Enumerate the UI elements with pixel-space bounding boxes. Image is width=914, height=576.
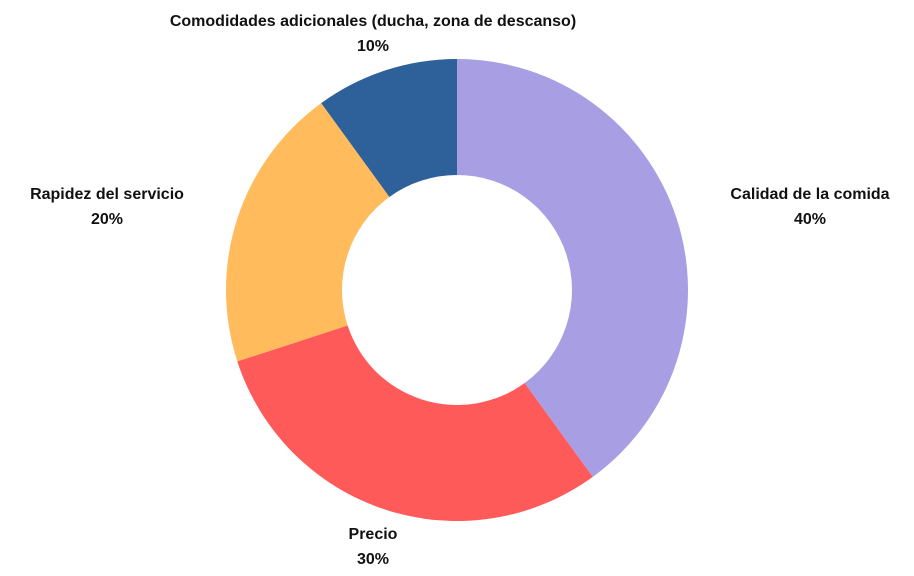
slice-label: Comodidades adicionales (ducha, zona de …: [170, 13, 576, 30]
donut-slice: [457, 59, 688, 477]
slice-label: Rapidez del servicio: [30, 186, 184, 203]
donut-slice: [237, 325, 593, 522]
slice-value-label: 30%: [357, 551, 389, 568]
slice-value-label: 40%: [794, 211, 826, 228]
slice-label: Calidad de la comida: [730, 186, 889, 203]
slice-label: Precio: [349, 526, 398, 543]
donut-slice: [321, 59, 457, 197]
slice-value-label: 10%: [357, 38, 389, 55]
donut-slice: [225, 103, 390, 362]
slice-value-label: 20%: [91, 211, 123, 228]
